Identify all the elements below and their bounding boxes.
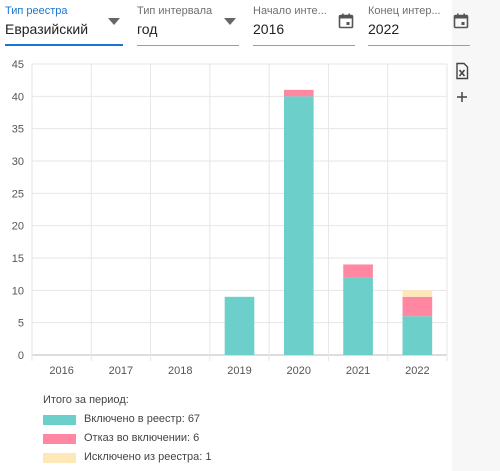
- interval-type-label: Тип интервала: [137, 5, 213, 17]
- legend-label-excluded: Исключено из реестра: 1: [84, 451, 212, 463]
- y-tick-label: 45: [12, 59, 24, 71]
- y-tick-label: 20: [12, 221, 24, 233]
- chart-card: [0, 0, 452, 471]
- end-date-label: Конец интер...: [368, 5, 441, 17]
- legend-swatch-excluded: [43, 453, 76, 463]
- interval-type-select[interactable]: Тип интервала год: [137, 0, 239, 46]
- x-tick-label: 2021: [346, 365, 370, 377]
- y-tick-label: 15: [12, 253, 24, 265]
- registry-type-value: Евразийский: [5, 21, 89, 37]
- calendar-icon[interactable]: [452, 12, 470, 30]
- y-tick-label: 40: [12, 91, 24, 103]
- legend-label-refused: Отказ во включении: 6: [84, 432, 200, 444]
- legend-item-refused: Отказ во включении: 6: [43, 432, 199, 451]
- x-tick-label: 2019: [227, 365, 251, 377]
- legend-swatch-refused: [43, 434, 76, 444]
- interval-type-value: год: [137, 21, 158, 37]
- y-tick-label: 10: [12, 285, 24, 297]
- y-tick-label: 0: [18, 350, 24, 362]
- x-axis-ticks: 2016 2017 2018 2019 2020 2021 2022: [49, 365, 429, 377]
- chart-bars: [224, 89, 433, 356]
- end-date-field[interactable]: Конец интер... 2022: [368, 0, 470, 46]
- legend-title: Итого за период:: [43, 394, 129, 406]
- y-tick-label: 30: [12, 156, 24, 168]
- filter-bar: Тип реестра Евразийский Тип интервала го…: [0, 0, 500, 50]
- calendar-icon[interactable]: [337, 12, 355, 30]
- start-date-value: 2016: [253, 21, 285, 37]
- chart-grid: [31, 63, 448, 361]
- x-tick-label: 2022: [405, 365, 429, 377]
- bar-segment-2020-1: [283, 89, 314, 97]
- legend-label-included: Включено в реестр: 67: [84, 413, 201, 425]
- excel-export-icon[interactable]: [453, 62, 471, 80]
- x-tick-label: 2020: [287, 365, 311, 377]
- dropdown-arrow-icon[interactable]: [105, 12, 123, 30]
- bar-segment-2021-0: [343, 277, 373, 355]
- end-date-value: 2022: [368, 21, 400, 37]
- bar-segment-2019-0: [224, 296, 255, 355]
- legend-item-excluded: Исключено из реестра: 1: [43, 451, 211, 470]
- dropdown-arrow-icon[interactable]: [221, 12, 239, 30]
- y-tick-label: 35: [12, 124, 24, 136]
- registry-type-label: Тип реестра: [5, 5, 68, 17]
- start-date-label: Начало инте...: [253, 5, 327, 17]
- chart-legend: Итого за период: Включено в реестр: 67 О…: [43, 394, 211, 470]
- x-tick-label: 2017: [109, 365, 133, 377]
- registry-type-select[interactable]: Тип реестра Евразийский: [5, 0, 123, 46]
- legend-item-included: Включено в реестр: 67: [43, 413, 200, 432]
- legend-swatch-included: [43, 415, 76, 425]
- y-tick-label: 5: [18, 318, 24, 330]
- bar-segment-2021-1: [343, 264, 373, 278]
- y-tick-label: 25: [12, 188, 24, 200]
- plus-icon[interactable]: [453, 88, 471, 106]
- bar-segment-2022-0: [402, 316, 433, 355]
- y-axis-ticks: 0 5 10 15 20 25 30 35 40 45: [12, 59, 24, 362]
- x-tick-label: 2018: [168, 365, 192, 377]
- x-tick-label: 2016: [49, 365, 73, 377]
- bar-segment-2020-0: [283, 96, 314, 356]
- bar-segment-2022-1: [402, 296, 433, 317]
- start-date-field[interactable]: Начало инте... 2016: [253, 0, 355, 46]
- bar-segment-2022-2: [402, 290, 433, 297]
